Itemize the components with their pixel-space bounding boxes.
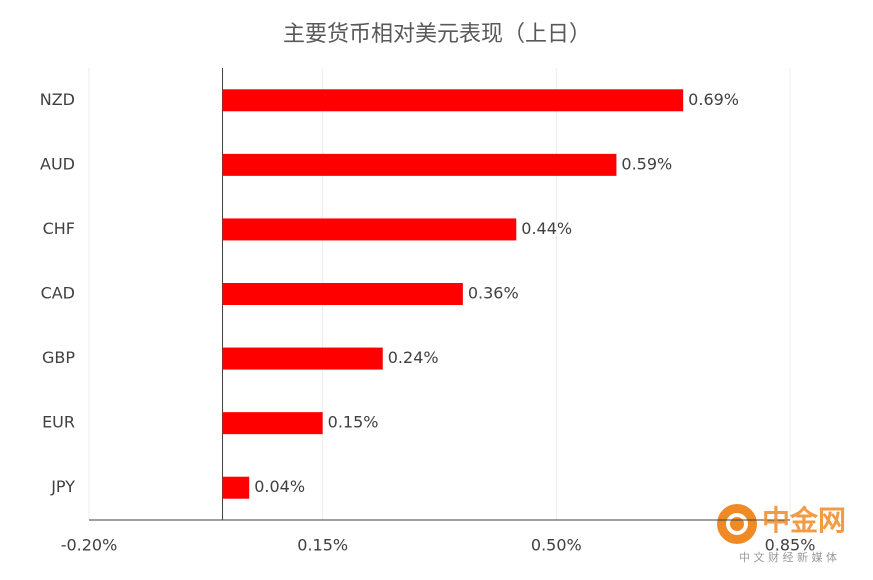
y-tick-label: CAD — [41, 284, 75, 303]
bar — [222, 347, 383, 370]
chart-title: 主要货币相对美元表现（上日） — [283, 22, 591, 47]
data-label: 0.44% — [521, 219, 572, 238]
watermark: 中金网 — [762, 504, 846, 537]
data-label: 0.24% — [388, 348, 439, 367]
logo-icon — [717, 504, 757, 544]
y-tick-label: GBP — [42, 348, 75, 367]
x-tick-label: -0.20% — [61, 536, 118, 555]
bar — [222, 153, 617, 176]
y-tick-label: JPY — [50, 477, 75, 496]
y-tick-label: NZD — [40, 90, 75, 109]
x-tick-label: 0.50% — [531, 536, 582, 555]
bar — [222, 218, 517, 241]
y-tick-label: CHF — [43, 219, 75, 238]
y-tick-label: EUR — [42, 413, 75, 432]
y-tick-label: AUD — [40, 154, 75, 173]
watermark-sub: 中 文 财 经 新 媒 体 — [739, 550, 837, 564]
data-label: 0.36% — [468, 284, 519, 303]
data-label: 0.69% — [688, 90, 739, 109]
bar — [222, 412, 323, 435]
data-label: 0.04% — [254, 477, 305, 496]
bar — [222, 476, 250, 499]
data-label: 0.15% — [328, 413, 379, 432]
x-tick-label: 0.15% — [297, 536, 348, 555]
x-tick-label: 0.85% — [765, 536, 816, 555]
bar — [222, 283, 463, 305]
logo-icon-inner — [726, 513, 748, 535]
bar — [222, 89, 684, 112]
data-label: 0.59% — [621, 154, 672, 173]
